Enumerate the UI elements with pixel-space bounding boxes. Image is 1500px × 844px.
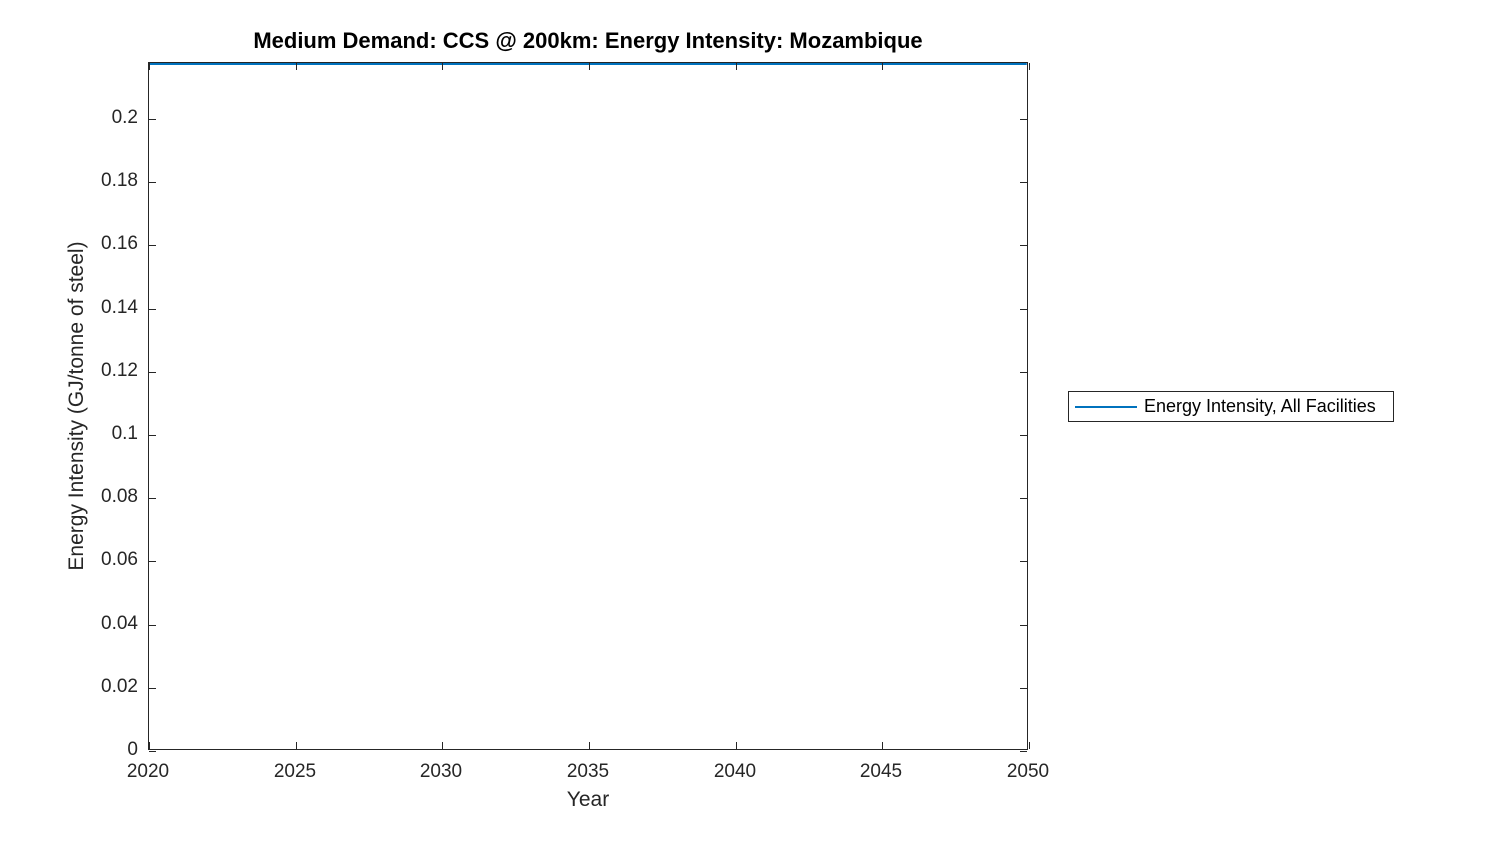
y-tick-mark-right	[1020, 751, 1027, 752]
y-tick-mark-right	[1020, 435, 1027, 436]
y-tick-mark-right	[1020, 561, 1027, 562]
y-tick-label: 0.12	[101, 360, 138, 381]
y-tick-mark	[149, 435, 156, 436]
y-tick-mark	[149, 182, 156, 183]
x-tick-label: 2025	[273, 761, 317, 782]
y-tick-mark	[149, 309, 156, 310]
y-tick-mark-right	[1020, 119, 1027, 120]
x-tick-label: 2030	[419, 761, 463, 782]
y-tick-label: 0.08	[101, 486, 138, 507]
x-tick-mark-top	[736, 63, 737, 70]
x-tick-label: 2035	[566, 761, 610, 782]
x-tick-label: 2050	[1006, 761, 1050, 782]
y-tick-mark-right	[1020, 498, 1027, 499]
x-tick-label: 2020	[126, 761, 170, 782]
x-tick-mark	[1029, 742, 1030, 749]
x-tick-mark	[296, 742, 297, 749]
x-tick-mark-top	[442, 63, 443, 70]
x-tick-mark-top	[149, 63, 150, 70]
y-tick-mark-right	[1020, 245, 1027, 246]
legend-entry-label: Energy Intensity, All Facilities	[1144, 396, 1376, 416]
y-tick-label: 0.04	[101, 613, 138, 634]
y-tick-mark-right	[1020, 688, 1027, 689]
x-tick-label: 2045	[859, 761, 903, 782]
x-tick-mark	[442, 742, 443, 749]
x-tick-mark-top	[882, 63, 883, 70]
y-tick-label: 0.2	[111, 107, 138, 128]
x-tick-mark-top	[589, 63, 590, 70]
y-tick-mark	[149, 372, 156, 373]
y-tick-mark	[149, 119, 156, 120]
x-tick-mark	[149, 742, 150, 749]
x-axis-label: Year	[566, 788, 610, 811]
y-tick-mark-right	[1020, 625, 1027, 626]
y-tick-mark	[149, 498, 156, 499]
x-tick-label: 2040	[713, 761, 757, 782]
y-tick-mark-right	[1020, 182, 1027, 183]
x-tick-mark	[736, 742, 737, 749]
y-tick-label: 0.06	[101, 549, 138, 570]
chart-title: Medium Demand: CCS @ 200km: Energy Inten…	[253, 28, 923, 53]
legend-line-sample	[1075, 405, 1137, 408]
y-tick-mark	[149, 625, 156, 626]
x-tick-mark-top	[1029, 63, 1030, 70]
data-line-energy-intensity	[149, 63, 1027, 65]
plot-area	[148, 62, 1030, 752]
y-tick-label: 0.02	[101, 676, 138, 697]
y-tick-label: 0.1	[111, 423, 138, 444]
y-tick-mark	[149, 751, 156, 752]
x-tick-mark	[589, 742, 590, 749]
y-tick-mark	[149, 561, 156, 562]
y-tick-label: 0.18	[101, 170, 138, 191]
y-axis-label: Energy Intensity (GJ/tonne of steel)	[65, 241, 88, 571]
y-tick-mark-right	[1020, 309, 1027, 310]
legend: Energy Intensity, All Facilities	[1068, 391, 1394, 422]
y-tick-label: 0.14	[101, 297, 138, 318]
y-tick-mark-right	[1020, 372, 1027, 373]
y-tick-mark	[149, 688, 156, 689]
y-tick-label: 0.16	[101, 233, 138, 254]
x-tick-mark	[882, 742, 883, 749]
y-tick-mark	[149, 245, 156, 246]
y-tick-label: 0	[127, 739, 138, 760]
x-tick-mark-top	[296, 63, 297, 70]
